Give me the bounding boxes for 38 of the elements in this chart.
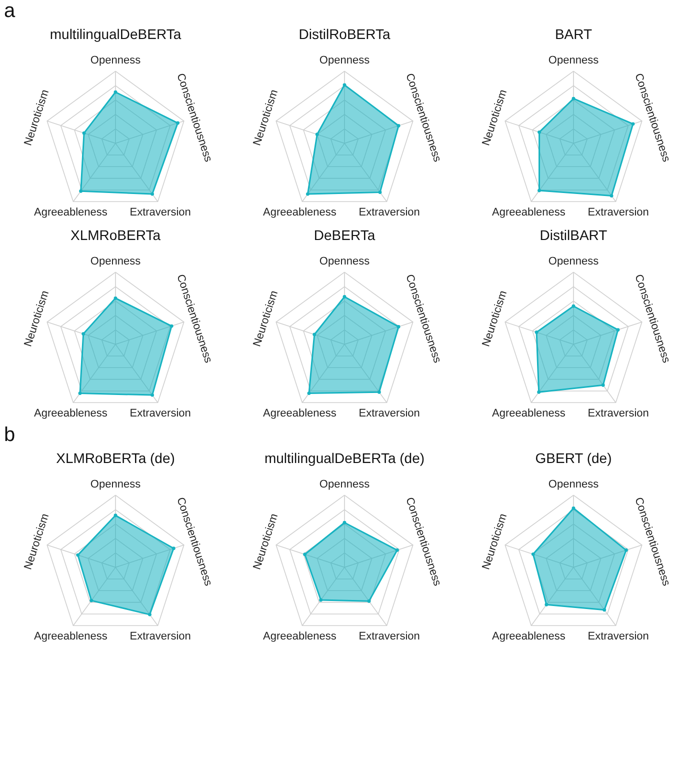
chart-title: multilingualDeBERTa (de): [264, 450, 425, 466]
spoke-label: Agreeableness: [34, 630, 108, 643]
spoke-label: Extraversion: [130, 630, 191, 643]
spoke-label: Extraversion: [358, 206, 420, 219]
spoke-label: Extraversion: [588, 630, 649, 643]
spoke-label: Openness: [548, 54, 600, 66]
spoke-label: Openness: [319, 54, 370, 66]
spoke-label: Openness: [319, 255, 370, 268]
spoke-label: Extraversion: [130, 408, 191, 420]
chart-title: DeBERTa: [314, 227, 376, 243]
spoke-label: Agreeableness: [262, 206, 337, 219]
spoke-label: Extraversion: [588, 408, 649, 420]
spoke-label: Openness: [90, 255, 142, 268]
spoke-label: Openness: [90, 54, 142, 66]
spoke-label: Extraversion: [358, 408, 420, 420]
spoke-label: Extraversion: [358, 630, 420, 643]
chart-title: GBERT (de): [535, 450, 612, 466]
spoke-label: Agreeableness: [262, 408, 337, 420]
chart-title: BART: [554, 26, 592, 42]
text: a: [3, 0, 16, 22]
chart-title: XLMRoBERTa: [70, 227, 161, 243]
chart-title: DistilBART: [540, 227, 608, 243]
spoke-label: Agreeableness: [262, 630, 337, 643]
spoke-label: Extraversion: [130, 206, 191, 219]
spoke-label: Agreeableness: [34, 408, 108, 420]
spoke-label: Openness: [319, 478, 370, 490]
spoke-label: Agreeableness: [34, 206, 108, 219]
spoke-label: Extraversion: [588, 206, 649, 219]
spoke-label: Agreeableness: [492, 408, 566, 420]
text: b: [3, 424, 16, 446]
spoke-label: Openness: [90, 478, 142, 490]
spoke-label: Openness: [548, 478, 600, 490]
chart-title: XLMRoBERTa (de): [56, 450, 175, 466]
spoke-label: Agreeableness: [492, 630, 566, 643]
spoke-label: Agreeableness: [492, 206, 566, 219]
spoke-label: Openness: [548, 255, 600, 268]
chart-title: multilingualDeBERTa: [50, 26, 182, 42]
chart-title: DistilRoBERTa: [298, 26, 390, 42]
